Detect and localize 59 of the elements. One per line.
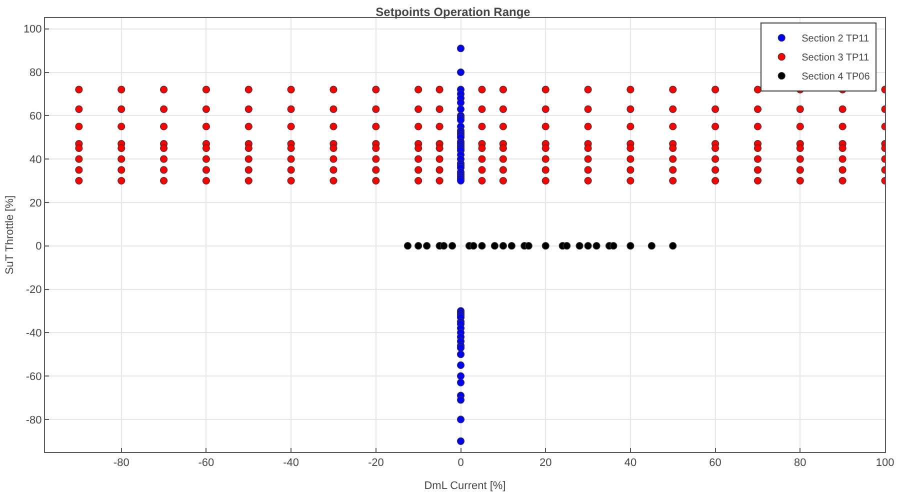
point bbox=[456, 44, 465, 52]
point bbox=[584, 242, 592, 250]
point bbox=[478, 242, 486, 250]
point bbox=[456, 437, 465, 445]
legend-label: Section 3 TP11 bbox=[802, 52, 870, 64]
point bbox=[456, 176, 465, 185]
y-tick-label: -40 bbox=[26, 328, 42, 340]
point bbox=[456, 372, 465, 380]
point bbox=[626, 242, 634, 250]
x-tick-label: -40 bbox=[283, 457, 300, 470]
point bbox=[456, 361, 465, 369]
point bbox=[456, 416, 465, 424]
point bbox=[610, 242, 618, 250]
point bbox=[456, 68, 465, 76]
point bbox=[414, 242, 422, 250]
y-tick-label: -20 bbox=[26, 284, 42, 296]
y-axis-title: SuT Throttle [%] bbox=[4, 195, 16, 275]
x-tick-label: 100 bbox=[876, 457, 894, 470]
y-tick-label: 60 bbox=[30, 110, 42, 122]
point bbox=[508, 242, 516, 250]
point bbox=[576, 242, 584, 250]
point bbox=[669, 242, 677, 250]
point bbox=[404, 242, 412, 250]
x-tick-label: 20 bbox=[539, 457, 552, 470]
point bbox=[490, 242, 498, 250]
x-tick-label: 80 bbox=[794, 457, 806, 470]
point bbox=[592, 242, 600, 250]
legend-label: Section 2 TP11 bbox=[802, 34, 870, 45]
point bbox=[524, 242, 532, 250]
x-tick-label: -60 bbox=[198, 457, 214, 470]
x-tick-label: -80 bbox=[113, 457, 130, 470]
point bbox=[470, 242, 478, 250]
point bbox=[563, 242, 571, 250]
chart-title: Setpoints Operation Range bbox=[376, 4, 531, 19]
x-tick-label: 0 bbox=[458, 457, 464, 470]
y-tick-label: 20 bbox=[30, 197, 42, 210]
y-tick-label: -60 bbox=[26, 370, 42, 383]
point bbox=[456, 396, 465, 404]
point bbox=[456, 98, 465, 106]
legend-label: Section 4 TP06 bbox=[802, 72, 870, 83]
point bbox=[456, 344, 465, 352]
point bbox=[542, 242, 550, 250]
y-tick-label: -80 bbox=[26, 414, 42, 426]
point bbox=[456, 105, 465, 113]
y-tick-label: 0 bbox=[36, 240, 42, 253]
y-tick-label: 40 bbox=[30, 154, 42, 166]
point bbox=[456, 350, 465, 358]
point bbox=[648, 242, 656, 250]
x-axis-title: DmL Current [%] bbox=[424, 480, 506, 492]
point bbox=[423, 242, 431, 250]
point bbox=[448, 242, 456, 250]
y-tick-label: 80 bbox=[30, 67, 42, 80]
y-tick-label: 100 bbox=[23, 24, 42, 36]
x-tick-label: 40 bbox=[624, 457, 637, 470]
point bbox=[499, 242, 507, 250]
point bbox=[440, 242, 448, 250]
x-tick-label: 60 bbox=[709, 457, 722, 470]
x-tick-label: -20 bbox=[368, 457, 384, 470]
point bbox=[456, 378, 465, 386]
